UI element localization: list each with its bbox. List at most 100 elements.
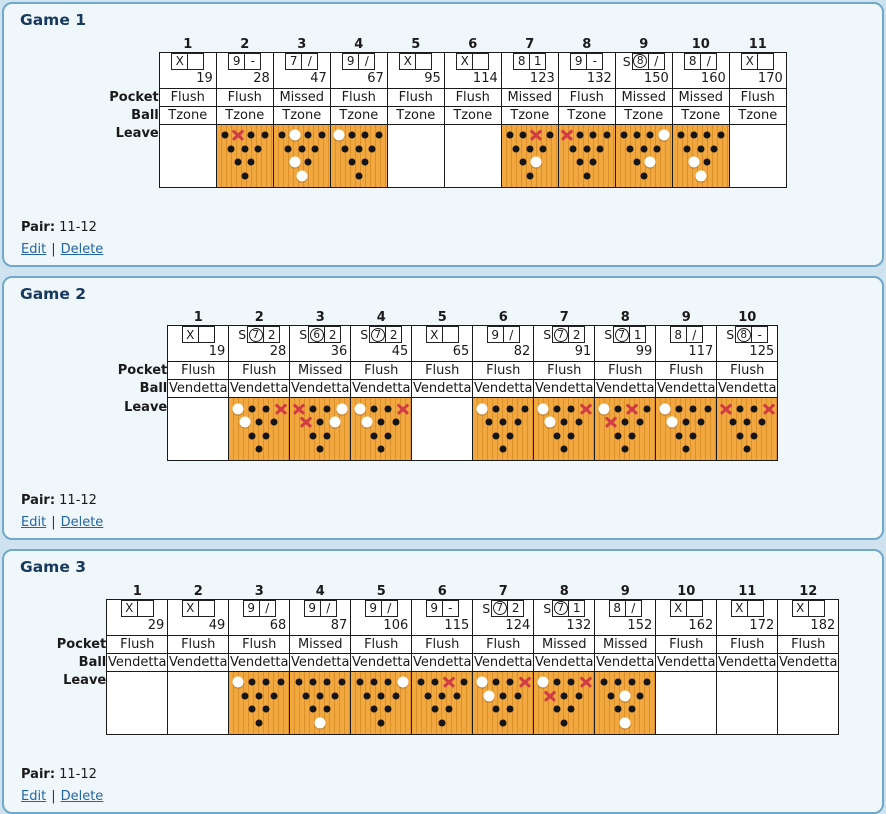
circled-split-count: 8 xyxy=(736,327,751,342)
frame-score-cell: 9/67 xyxy=(329,51,388,89)
pin-5-downed-icon xyxy=(682,418,690,426)
pin-8-downed-icon xyxy=(370,405,378,413)
pin-9-downed-icon xyxy=(628,678,636,686)
ball-cell: Vendetta xyxy=(411,379,474,398)
leave-row: Leave xyxy=(49,670,840,735)
pin-10-downed-icon xyxy=(460,678,468,686)
delete-link[interactable]: Delete xyxy=(60,788,104,804)
circled-split-count: 7 xyxy=(553,601,568,615)
frame-number: 11 xyxy=(738,583,757,599)
frame-score-cell: 7/47 xyxy=(272,51,331,89)
frame-total: 152 xyxy=(627,617,653,633)
leave-cell xyxy=(500,123,559,188)
pin-9-downed-icon xyxy=(262,405,270,413)
leave-cell xyxy=(228,670,291,735)
pocket-cell: Flush xyxy=(716,634,779,654)
pin-8-downed-icon xyxy=(736,405,744,413)
circled-split-count: 7 xyxy=(553,327,568,342)
pin-8-downed-icon xyxy=(492,405,500,413)
ball-scores: X xyxy=(108,600,167,617)
pocket-cell: Flush xyxy=(215,87,274,107)
frame-label-spacer xyxy=(49,579,107,599)
ball2-box: / xyxy=(380,600,398,617)
pocket-cell: Missed xyxy=(500,87,559,107)
ball1-box: 7 xyxy=(552,600,570,617)
game-panel: Game 2 1 2 3 4 5 6 7 8 9 10 X 19 S 7 2 28 S 6 2 36 S 7 2 45 X 65… xyxy=(2,275,884,540)
pin-deck-lane xyxy=(351,672,411,733)
frame-total: 162 xyxy=(688,617,714,633)
pin-5-downed-icon xyxy=(355,145,363,153)
ball-scores: X xyxy=(718,600,777,617)
pocket-cell: Missed xyxy=(671,87,730,107)
pocket-cell: Flush xyxy=(228,634,291,654)
ball-cell: Vendetta xyxy=(106,652,169,672)
split-indicator: S xyxy=(238,327,247,342)
ball-cell: Vendetta xyxy=(472,379,535,398)
pin-3-downed-icon xyxy=(589,158,597,166)
frame-score-cell: 9/82 xyxy=(472,325,535,362)
delete-link[interactable]: Delete xyxy=(60,241,104,257)
pin-6-downed-icon xyxy=(392,418,400,426)
pin-5-downed-icon xyxy=(377,692,385,700)
ball-cell: Vendetta xyxy=(228,652,291,672)
ball2-box xyxy=(197,326,215,343)
frame-total: 47 xyxy=(310,70,327,86)
frame-total: 19 xyxy=(196,70,213,86)
pin-2-downed-icon xyxy=(614,432,622,440)
ball2-box: 2 xyxy=(263,326,281,343)
pin-4-downed-icon xyxy=(512,145,520,153)
circled-split-count: 7 xyxy=(370,327,385,342)
ball2-box: - xyxy=(586,53,604,70)
pocket-cell: Flush xyxy=(443,87,502,107)
pin-8-downed-icon xyxy=(348,131,356,139)
edit-link[interactable]: Edit xyxy=(21,788,47,804)
frame-score-cell: 8/160 xyxy=(671,51,730,89)
pin-2-downed-icon xyxy=(309,705,317,713)
edit-link[interactable]: Edit xyxy=(21,515,47,530)
frame-number: 1 xyxy=(132,583,142,599)
pocket-cell: Flush xyxy=(350,361,413,380)
frame-score-cell: S 8-125 xyxy=(716,325,779,362)
ball-cell: Tzone xyxy=(557,105,616,125)
frame-number: 11 xyxy=(748,36,767,52)
delete-link[interactable]: Delete xyxy=(60,515,104,530)
frame-score-cell: 9-132 xyxy=(557,51,616,89)
pin-1-downed-icon xyxy=(560,445,568,453)
pocket-cell: Flush xyxy=(106,634,169,654)
pin-1-downed-icon xyxy=(499,445,507,453)
pin-1-downed-icon xyxy=(355,172,363,180)
pin-deck-lane xyxy=(274,125,330,186)
pin-9-downed-icon xyxy=(689,405,697,413)
pin-7-downed-icon xyxy=(417,678,425,686)
pin-9-downed-icon xyxy=(304,131,312,139)
pair-line: Pair: 11-12 xyxy=(21,493,870,508)
pin-7-downed-icon xyxy=(278,131,286,139)
pin-6-downed-icon xyxy=(697,418,705,426)
pin-10-missed-icon xyxy=(579,403,593,415)
ball1-box: 7 xyxy=(369,326,387,343)
circled-split-count: 6 xyxy=(309,327,324,342)
pocket-cell: Flush xyxy=(533,361,596,380)
pin-2-downed-icon xyxy=(370,705,378,713)
pair-line: Pair: 11-12 xyxy=(21,767,870,782)
pin-9-downed-icon xyxy=(750,405,758,413)
leave-cell xyxy=(728,123,787,188)
pin-8-downed-icon xyxy=(248,405,256,413)
pin-3-downed-icon xyxy=(750,432,758,440)
pin-7-downed-icon xyxy=(295,678,303,686)
pin-1-downed-icon xyxy=(583,172,591,180)
ball1-box: X xyxy=(741,53,759,70)
leave-cell xyxy=(329,123,388,188)
edit-link[interactable]: Edit xyxy=(21,241,47,257)
frame-number: 4 xyxy=(376,310,386,325)
ball-cell: Vendetta xyxy=(777,652,840,672)
ball2-box: / xyxy=(319,600,337,617)
ball2-box xyxy=(757,53,775,70)
pin-1-downed-icon xyxy=(621,445,629,453)
leave-row: Leave xyxy=(110,397,779,461)
pin-2-downed-icon xyxy=(553,432,561,440)
pin-1-downed-icon xyxy=(640,172,648,180)
ball-scores: X xyxy=(657,600,716,617)
